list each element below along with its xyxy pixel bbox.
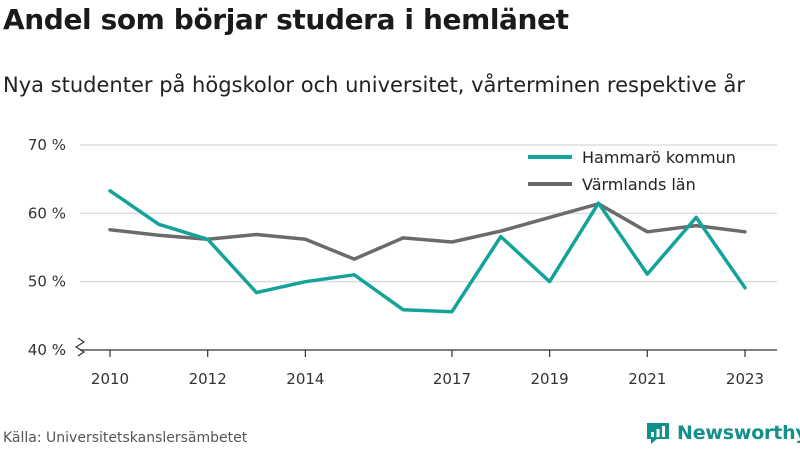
y-axis: 40 % 50 % 60 % 70 %	[28, 136, 66, 359]
y-tick-label: 70 %	[28, 136, 66, 154]
series-lines	[108, 189, 747, 314]
x-tick-label: 2019	[531, 370, 569, 388]
x-tick-label: 2010	[91, 370, 129, 388]
y-tick-label: 40 %	[28, 341, 66, 359]
series-line-v-rmlands-l-n	[108, 202, 747, 261]
chart-subtitle: Nya studenter på högskolor och universit…	[3, 73, 745, 97]
x-tick-label: 2017	[433, 370, 471, 388]
legend: Hammarö kommun Värmlands län	[528, 148, 736, 194]
y-tick-label: 60 %	[28, 204, 66, 222]
x-tick-label: 2023	[726, 370, 764, 388]
x-tick-label: 2014	[286, 370, 324, 388]
grid-lines	[80, 144, 777, 283]
newsworthy-logo-icon	[647, 423, 669, 444]
brand-logo: Newsworthy	[645, 420, 800, 446]
legend-label: Värmlands län	[582, 175, 696, 194]
source-note: Källa: Universitetskanslersämbetet	[3, 430, 248, 446]
legend-label: Hammarö kommun	[582, 148, 736, 167]
x-tick-label: 2012	[189, 370, 227, 388]
series-line-hammar-kommun	[108, 189, 747, 314]
axis-break-icon	[74, 337, 86, 357]
x-axis: 2010 2012 2014 2017 2019 2021 2023	[74, 337, 777, 388]
y-tick-label: 50 %	[28, 273, 66, 291]
x-tick-label: 2021	[628, 370, 666, 388]
chart-title: Andel som börjar studera i hemlänet	[3, 3, 569, 36]
brand-name: Newsworthy	[677, 422, 800, 444]
